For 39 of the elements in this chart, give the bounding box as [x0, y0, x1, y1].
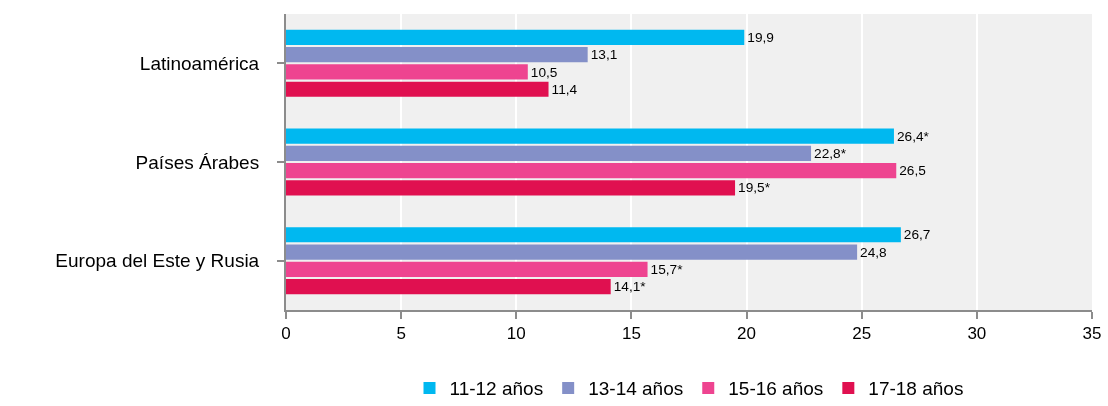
x-tick-label: 30 — [967, 324, 987, 344]
y-tick-label: Países Árabes — [135, 151, 260, 173]
bar — [286, 278, 611, 295]
legend-label: 15-16 años — [728, 378, 824, 400]
data-label: 10,5 — [530, 64, 558, 80]
data-label: 26,5 — [899, 163, 927, 179]
data-label: 13,1 — [590, 47, 618, 63]
data-label: 26,4* — [896, 128, 930, 144]
bar — [286, 261, 648, 277]
bar — [286, 180, 736, 196]
x-tick-label: 15 — [621, 324, 641, 344]
bar — [286, 227, 901, 243]
bar — [286, 128, 894, 144]
legend-label: 11-12 años — [449, 378, 544, 400]
data-label: 22,8* — [814, 145, 847, 161]
data-label: 15,7* — [650, 261, 684, 277]
data-label: 19,9 — [747, 29, 774, 45]
bar — [286, 29, 745, 46]
y-tick-label: Latinoamérica — [139, 52, 260, 74]
y-tick-label: Europa del Este y Rusia — [55, 250, 260, 272]
x-tick-label: 20 — [737, 324, 757, 344]
bar — [286, 64, 528, 80]
x-tick-label: 10 — [506, 324, 526, 344]
bar — [286, 47, 588, 63]
x-tick-label: 25 — [852, 324, 872, 344]
legend-label: 13-14 años — [588, 378, 684, 400]
data-label: 24,8 — [860, 244, 887, 260]
x-tick-label: 5 — [396, 324, 406, 344]
bar — [286, 145, 812, 161]
bar — [286, 81, 549, 97]
legend-label: 17-18 años — [868, 378, 964, 400]
data-label: 11,4 — [551, 81, 578, 97]
data-label: 26,7 — [903, 227, 931, 243]
data-label: 14,1* — [613, 279, 647, 295]
x-tick-label: 0 — [281, 324, 291, 344]
data-label: 19,5* — [738, 180, 771, 196]
bar — [286, 163, 897, 179]
x-tick-label: 35 — [1082, 324, 1102, 344]
bar — [286, 244, 858, 260]
